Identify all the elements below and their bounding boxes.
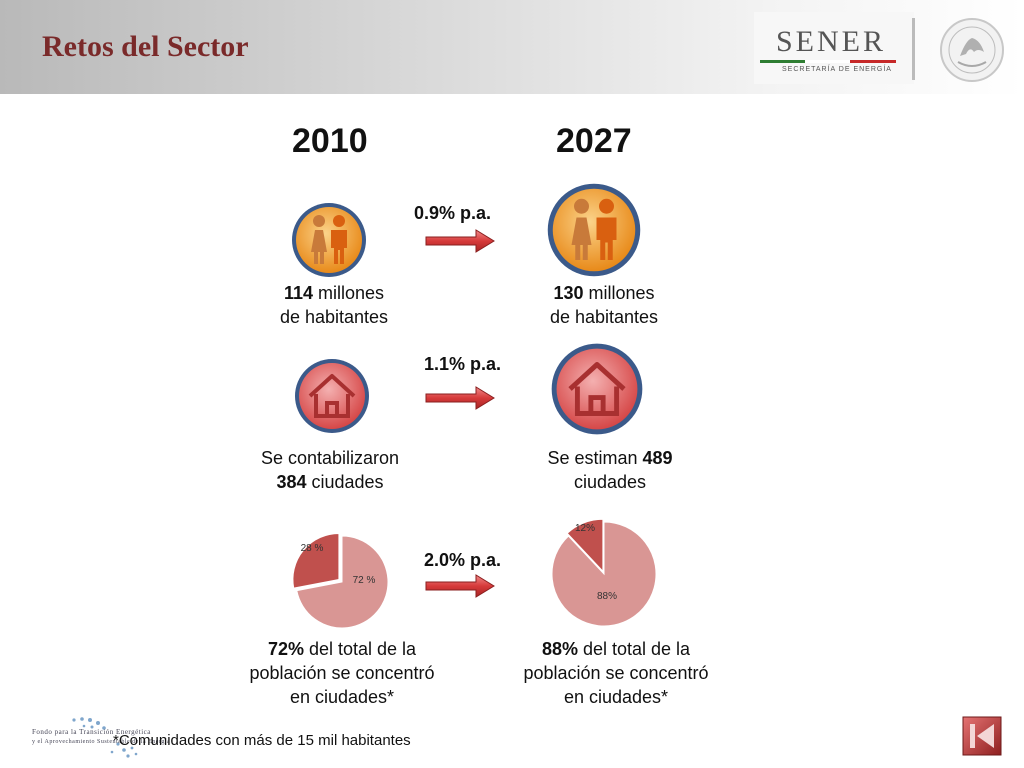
cities-2010-value: 384 [276, 472, 307, 492]
pie-label-88: 88% [596, 591, 617, 602]
arrow-right-icon [425, 229, 495, 253]
people-icon [292, 203, 366, 277]
caption-cities-2010: Se contabilizaron 384 ciudades [260, 448, 400, 492]
house-icon [295, 359, 369, 433]
skip-back-icon[interactable] [962, 716, 1002, 756]
arrow-right-icon [425, 386, 495, 410]
pie-chart-2027 [551, 518, 657, 627]
pie-chart-2010 [292, 532, 389, 629]
population-2027-value: 130 [553, 283, 584, 303]
pie-slice-12 [566, 518, 604, 573]
pie-slice-72 [296, 535, 389, 629]
logo-flag-stripe [760, 60, 896, 63]
logo-divider [912, 18, 915, 80]
caption-cities-2027: Se estiman 489 ciudades [547, 448, 673, 492]
pie-label-12: 12% [574, 523, 595, 534]
mexico-seal-icon [940, 18, 1004, 82]
population-2010-value: 114 [283, 283, 313, 303]
caption-population-2010: 114 millones de habitantes [279, 283, 389, 327]
house-icon [551, 343, 643, 435]
year-2027: 2027 [556, 122, 632, 160]
caption-urban-2027: 88% del total de la población se concent… [523, 639, 709, 707]
sener-logo [754, 12, 914, 84]
pie-label-28: 28 % [300, 543, 324, 554]
caption-urban-2010: 72% del total de la población se concent… [249, 639, 435, 707]
cities-2027-value: 489 [642, 448, 673, 468]
pie-label-72: 72 % [352, 575, 376, 586]
page-title: Retos del Sector [42, 30, 249, 63]
sener-logo-text: SENER [776, 25, 887, 58]
pie-slice-28 [292, 532, 340, 589]
rate-cities: 1.1% p.a. [424, 354, 502, 374]
people-icon [547, 183, 641, 277]
pie-slice-88 [551, 521, 657, 627]
caption-population-2027: 130 millones de habitantes [549, 283, 659, 327]
arrow-right-icon [425, 574, 495, 598]
fondo-logo-icon [72, 717, 138, 758]
fondo-name-line1: Fondo para la Transición Energética [32, 728, 151, 736]
footnote: *Comunidades con más de 15 mil habitante… [113, 732, 411, 749]
fondo-name-line2: y el Aprovechamiento Sustentable de la E… [32, 739, 171, 745]
sener-logo-subtitle: SECRETARÍA DE ENERGÍA [782, 66, 892, 73]
rate-urban-share: 2.0% p.a. [424, 550, 502, 570]
urban-2010-value: 72% [267, 639, 304, 659]
year-2010: 2010 [292, 122, 368, 160]
urban-2027-value: 88% [541, 639, 578, 659]
rate-population: 0.9% p.a. [414, 203, 492, 223]
